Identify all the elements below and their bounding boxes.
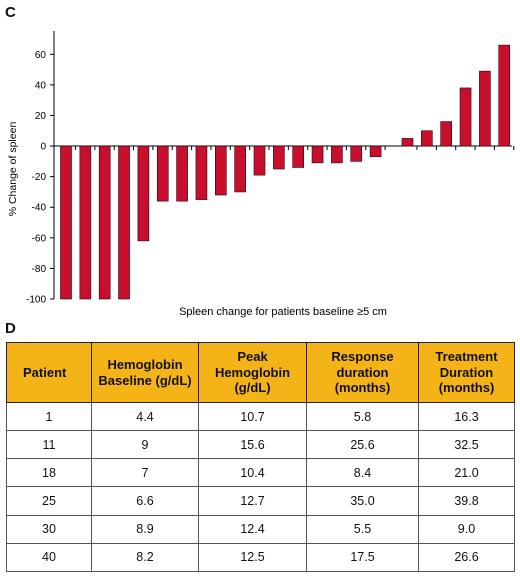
table-cell: 26.6 (418, 542, 515, 573)
table-cell: 10.7 (198, 401, 307, 432)
table-cell: 6.6 (91, 486, 199, 516)
chart-bar (215, 145, 227, 196)
chart-bar (292, 145, 305, 168)
table-cell: 15.6 (198, 430, 307, 460)
x-axis-title: Spleen change for patients baseline ≥5 c… (179, 306, 387, 318)
chart-bar (234, 145, 246, 193)
table-row: 25 6.6 12.7 35.0 39.8 (6, 486, 515, 516)
table-cell: 10.4 (198, 458, 307, 488)
table-cell: 12.7 (198, 486, 307, 516)
table-cell: 9 (91, 430, 199, 460)
table-row: 30 8.9 12.4 5.5 9.0 (6, 514, 515, 544)
table-header-row: Patient Hemoglobin Baseline (g/dL) Peak … (6, 342, 515, 403)
table-cell: 32.5 (418, 430, 515, 460)
table-row: 1 4.4 10.7 5.8 16.3 (6, 401, 515, 432)
table-cell: 39.8 (418, 486, 515, 516)
table-cell: 12.4 (198, 514, 307, 544)
table-cell: 16.3 (418, 401, 515, 432)
y-tick-label: -100 (26, 295, 46, 306)
panel-d-letter: D (5, 320, 16, 337)
col-header-peak-hemoglobin: Peak Hemoglobin (g/dL) (198, 342, 307, 403)
table-cell: 5.5 (306, 514, 419, 544)
spleen-change-bar-chart: -100 -80 -60 -40 -20 0 20 40 60 % Change of splee… (7, 31, 515, 318)
table-cell: 1 (6, 401, 92, 432)
table-cell: 8.2 (91, 542, 199, 573)
chart-bar (273, 145, 285, 170)
col-header-response-duration: Response duration (months) (306, 342, 419, 403)
table-cell: 8.9 (91, 514, 199, 544)
col-header-hemoglobin-baseline: Hemoglobin Baseline (g/dL) (91, 342, 199, 403)
table-cell: 17.5 (306, 542, 419, 573)
y-axis-title: % Change of spleen (7, 122, 19, 217)
panel-c-letter: C (5, 4, 16, 21)
chart-bar (331, 145, 343, 164)
chart-bar (60, 145, 72, 300)
table-row: 11 9 15.6 25.6 32.5 (6, 430, 515, 460)
chart-bar (350, 145, 363, 162)
table-row: 18 7 10.4 8.4 21.0 (6, 458, 515, 488)
hemoglobin-response-table: Patient Hemoglobin Baseline (g/dL) Peak … (6, 342, 515, 573)
chart-bar (176, 145, 188, 202)
col-header-treatment-duration: Treatment Duration (months) (418, 342, 515, 403)
table-cell: 35.0 (306, 486, 419, 516)
chart-bar (479, 70, 491, 147)
y-tick-label: -80 (32, 264, 47, 275)
col-header-patient: Patient (6, 342, 92, 403)
table-cell: 5.8 (306, 401, 419, 432)
chart-bar (79, 145, 92, 300)
y-tick-label: 0 (40, 142, 46, 153)
chart-bar (440, 121, 453, 147)
chart-bar (421, 130, 433, 147)
table-cell: 25 (6, 486, 92, 516)
chart-bar (195, 145, 208, 200)
y-tick-label: -60 (32, 233, 47, 244)
table-cell: 4.4 (91, 401, 199, 432)
table-row: 40 8.2 12.5 17.5 26.6 (6, 542, 515, 573)
panel-d: D Patient Hemoglobin Baseline (g/dL) Pea… (0, 318, 520, 576)
table-cell: 12.5 (198, 542, 307, 573)
y-tick-label: -40 (32, 203, 47, 214)
table-cell: 21.0 (418, 458, 515, 488)
table-cell: 18 (6, 458, 92, 488)
chart-bar (311, 145, 324, 164)
table-cell: 25.6 (306, 430, 419, 460)
table-cell: 8.4 (306, 458, 419, 488)
chart-bar (98, 145, 111, 300)
y-tick-label: 60 (35, 50, 47, 61)
table-cell: 9.0 (418, 514, 515, 544)
y-tick-label: 40 (35, 80, 47, 91)
table-cell: 11 (6, 430, 92, 460)
chart-bar (156, 145, 169, 202)
panel-c: C -100 -80 -60 -40 -20 0 20 40 60 % Change of spl… (5, 4, 515, 318)
chart-bar (137, 145, 150, 242)
chart-bar (369, 145, 382, 158)
table-cell: 30 (6, 514, 92, 544)
chart-bar (498, 44, 511, 147)
y-tick-label: 20 (35, 111, 47, 122)
chart-bar (253, 145, 266, 176)
y-tick-label: -20 (32, 172, 47, 183)
table-cell: 40 (6, 542, 92, 573)
chart-bar (118, 145, 130, 300)
table-cell: 7 (91, 458, 199, 488)
chart-bar (401, 138, 414, 147)
chart-bar (459, 87, 472, 147)
